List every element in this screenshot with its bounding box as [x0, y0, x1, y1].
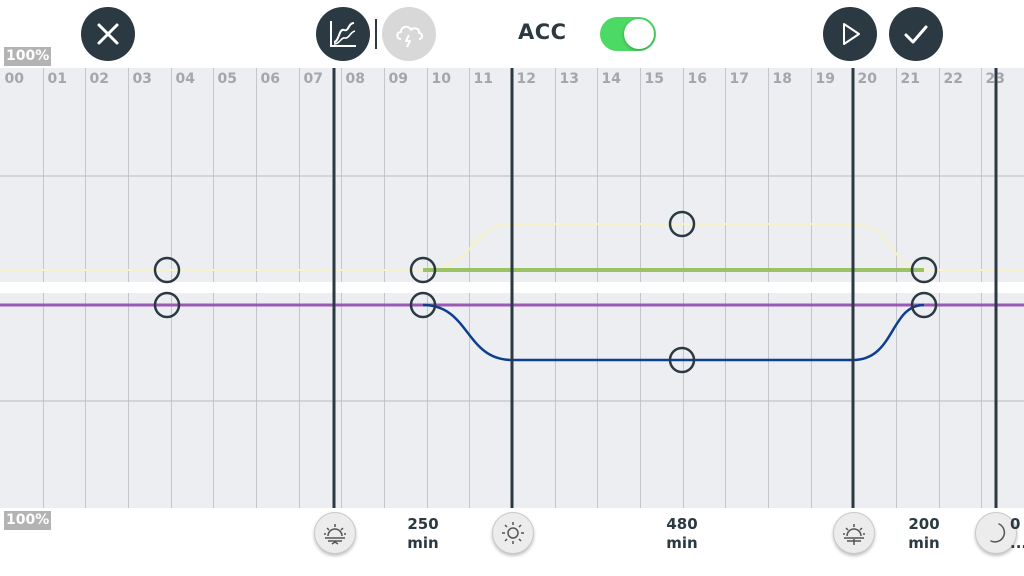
play-button[interactable] — [823, 7, 877, 61]
duration-value: 200 — [908, 515, 940, 533]
confirm-button[interactable] — [889, 7, 943, 61]
hour-label: 00 — [5, 71, 25, 87]
duration-unit: min — [908, 534, 940, 552]
acc-label: ACC — [518, 20, 567, 44]
control-point[interactable] — [910, 291, 938, 319]
checkmark-icon — [904, 25, 928, 44]
day-phase-button[interactable] — [492, 512, 534, 554]
close-icon — [97, 23, 119, 45]
hour-label: 12 — [517, 71, 536, 87]
hour-label: 04 — [176, 71, 196, 87]
sunset-icon — [843, 524, 865, 545]
hour-label: 11 — [474, 71, 493, 87]
hour-label: 20 — [858, 71, 878, 87]
scale-top-label: 100% — [4, 47, 52, 66]
hour-label: 10 — [432, 71, 452, 87]
hour-label: 07 — [304, 71, 323, 87]
hour-label: 05 — [218, 71, 237, 87]
night-duration: 200 min — [894, 515, 954, 553]
duration-unit: min — [666, 534, 698, 552]
scale-bottom-label: 100% — [4, 511, 52, 530]
weather-mode-button[interactable] — [382, 7, 436, 61]
duration-value: 250 — [407, 515, 439, 533]
close-button[interactable] — [81, 7, 135, 61]
duration-value: 480 — [666, 515, 698, 533]
hour-label: 09 — [389, 71, 408, 87]
duration-value: 0 — [1010, 515, 1021, 533]
sunset-duration: 480 min — [652, 515, 712, 553]
sunset-phase-button[interactable] — [833, 512, 875, 554]
hour-label: 21 — [901, 71, 920, 87]
play-icon — [843, 23, 860, 45]
duration-unit: min — [407, 534, 439, 552]
hour-label: 17 — [730, 71, 749, 87]
control-point[interactable] — [668, 346, 696, 374]
hour-label: 15 — [645, 71, 664, 87]
night-phase-button[interactable] — [975, 512, 1017, 554]
sun-icon — [502, 522, 524, 544]
toggle-knob — [624, 19, 654, 49]
hour-label: 13 — [560, 71, 579, 87]
hour-label: 18 — [773, 71, 792, 87]
hour-label: 08 — [346, 71, 365, 87]
hour-label: 03 — [133, 71, 152, 87]
moon-icon — [990, 523, 1006, 543]
control-point[interactable] — [668, 210, 696, 238]
control-point[interactable] — [153, 291, 181, 319]
hour-label: 14 — [602, 71, 622, 87]
hour-label: 06 — [261, 71, 280, 87]
control-point[interactable] — [153, 256, 181, 284]
light-curve-chart[interactable]: 00 01 02 03 04 05 06 07 08 09 10 11 12 13 14 15 16 17 18 19… — [0, 68, 1024, 508]
hour-label: 16 — [688, 71, 707, 87]
control-point[interactable] — [409, 256, 437, 284]
hour-labels: 00 01 02 03 04 05 06 07 08 09 10 11 12 13 14 15 16 17 18 19… — [5, 71, 1005, 87]
line-chart-icon — [330, 21, 356, 47]
toolbar-divider — [375, 19, 377, 49]
storm-cloud-icon — [396, 25, 423, 48]
next-duration: 0 ... — [1010, 515, 1024, 553]
hour-label: 19 — [816, 71, 835, 87]
acc-toggle[interactable] — [600, 17, 656, 51]
curve-mode-button[interactable] — [316, 7, 370, 61]
sunrise-phase-button[interactable] — [314, 512, 356, 554]
day-duration: 250 min — [393, 515, 453, 553]
hour-label: 02 — [90, 71, 109, 87]
control-point[interactable] — [409, 291, 437, 319]
hour-label: 22 — [944, 71, 963, 87]
sunrise-icon — [324, 524, 346, 545]
white-channel-curve — [0, 223, 1024, 271]
hour-label: 01 — [48, 71, 67, 87]
control-point[interactable] — [910, 256, 938, 284]
duration-unit: ... — [1010, 534, 1024, 552]
